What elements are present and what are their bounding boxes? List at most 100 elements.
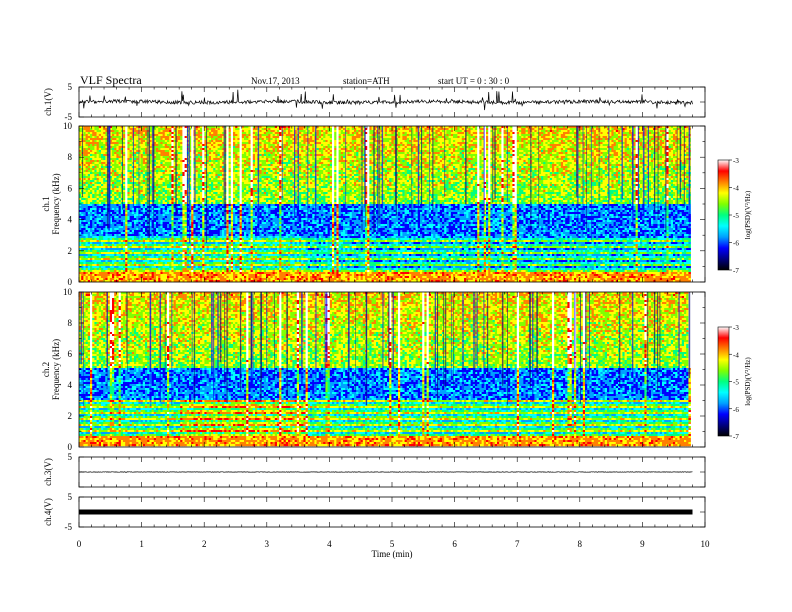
spectrogram-cell [156, 200, 159, 202]
spectrogram-cell [156, 132, 159, 134]
spectrogram-cell [99, 212, 102, 214]
spectrogram-cell [97, 140, 100, 142]
spectrogram-cell [200, 202, 203, 204]
spectrogram-cell [141, 222, 144, 224]
spectrogram-cell [114, 182, 117, 184]
spectrogram-cell [88, 146, 91, 148]
spectrogram-cell [92, 200, 95, 202]
spectrogram-cell [92, 152, 95, 154]
spectrogram-cell [114, 258, 117, 260]
spectrogram-cell [114, 202, 117, 204]
spectrogram-cell [134, 158, 137, 160]
spectrogram-cell [101, 168, 104, 170]
spectrogram-cell [112, 272, 115, 274]
spectrogram-cell [125, 128, 128, 130]
spectrogram-cell [143, 246, 146, 248]
spectrogram-cell [178, 250, 181, 252]
spectrogram-cell [114, 268, 117, 270]
spectrogram-cell [200, 228, 203, 230]
spectrogram-cell [134, 216, 137, 218]
spectrogram-cell [134, 148, 137, 150]
spectrogram-cell [112, 176, 115, 178]
spectrogram-cell [191, 202, 194, 204]
spectrogram-cell [198, 238, 201, 240]
spectrogram-cell [196, 194, 199, 196]
spectrogram-cell [110, 266, 113, 268]
spectrogram-cell [196, 182, 199, 184]
spectrogram-cell [125, 168, 128, 170]
spectrogram-cell [130, 188, 133, 190]
spectrogram-cell [136, 204, 139, 206]
spectrogram-cell [141, 180, 144, 182]
spectrogram-cell [213, 154, 216, 156]
spectrogram-cell [185, 130, 188, 132]
spectrogram-cell [178, 180, 181, 182]
spectrogram-cell [187, 246, 190, 248]
spectrogram-cell [105, 258, 108, 260]
spectrogram-cell [119, 188, 122, 190]
spectrogram-cell [169, 190, 172, 192]
spectrogram-cell [86, 160, 89, 162]
spectrogram-cell [156, 176, 159, 178]
spectrogram-cell [156, 256, 159, 258]
spectrogram-cell [130, 238, 133, 240]
spectrogram-cell [141, 156, 144, 158]
spectrogram-cell [200, 150, 203, 152]
spectrogram-cell [218, 166, 221, 168]
spectrogram-cell [88, 278, 91, 280]
spectrogram-cell [134, 278, 137, 280]
spectrogram-cell [103, 170, 106, 172]
spectrogram-cell [185, 210, 188, 212]
spectrogram-cell [171, 204, 174, 206]
spectrogram-cell [158, 220, 161, 222]
spectrogram-cell [125, 170, 128, 172]
spectrogram-cell [86, 250, 89, 252]
spectrogram-cell [178, 270, 181, 272]
spectrogram-cell [211, 134, 214, 136]
spectrogram-cell [83, 128, 86, 130]
spectrogram-cell [141, 172, 144, 174]
spectrogram-cell [86, 244, 89, 246]
spectrogram-cell [92, 276, 95, 278]
spectrogram-cell [152, 250, 155, 252]
spectrogram-cell [123, 164, 126, 166]
spectrogram-cell [136, 198, 139, 200]
spectrogram-cell [116, 202, 119, 204]
spectrogram-cell [90, 202, 93, 204]
spectrogram-cell [202, 170, 205, 172]
spectrogram-cell [202, 208, 205, 210]
spectrogram-cell [213, 246, 216, 248]
spectrogram-cell [92, 260, 95, 262]
spectrogram-cell [193, 270, 196, 272]
spectrogram-cell [112, 270, 115, 272]
spectrogram-cell [99, 188, 102, 190]
spectrogram-cell [114, 134, 117, 136]
spectrogram-cell [116, 236, 119, 238]
spectrogram-cell [174, 216, 177, 218]
spectrogram-cell [83, 264, 86, 266]
spectrogram-cell [141, 270, 144, 272]
spectrogram-cell [178, 246, 181, 248]
spectrogram-cell [81, 226, 84, 228]
spectrogram-cell [143, 216, 146, 218]
spectrogram-cell [130, 254, 133, 256]
spectrogram-cell [86, 180, 89, 182]
spectrogram-cell [196, 226, 199, 228]
spectrogram-cell [158, 242, 161, 244]
spectrogram-cell [103, 182, 106, 184]
spectrogram-cell [147, 270, 150, 272]
spectrogram-cell [178, 190, 181, 192]
spectrogram-cell [180, 152, 183, 154]
spectrogram-cell [83, 178, 86, 180]
spectrogram-cell [191, 218, 194, 220]
spectrogram-cell [112, 278, 115, 280]
spectrogram-cell [163, 150, 166, 152]
spectrogram-cell [200, 232, 203, 234]
spectrogram-cell [88, 226, 91, 228]
spectrogram-cell [119, 154, 122, 156]
spectrogram-cell [169, 242, 172, 244]
spectrogram-cell [134, 254, 137, 256]
spectrogram-cell [86, 158, 89, 160]
spectrogram-cell [185, 152, 188, 154]
spectrogram-cell [165, 264, 168, 266]
